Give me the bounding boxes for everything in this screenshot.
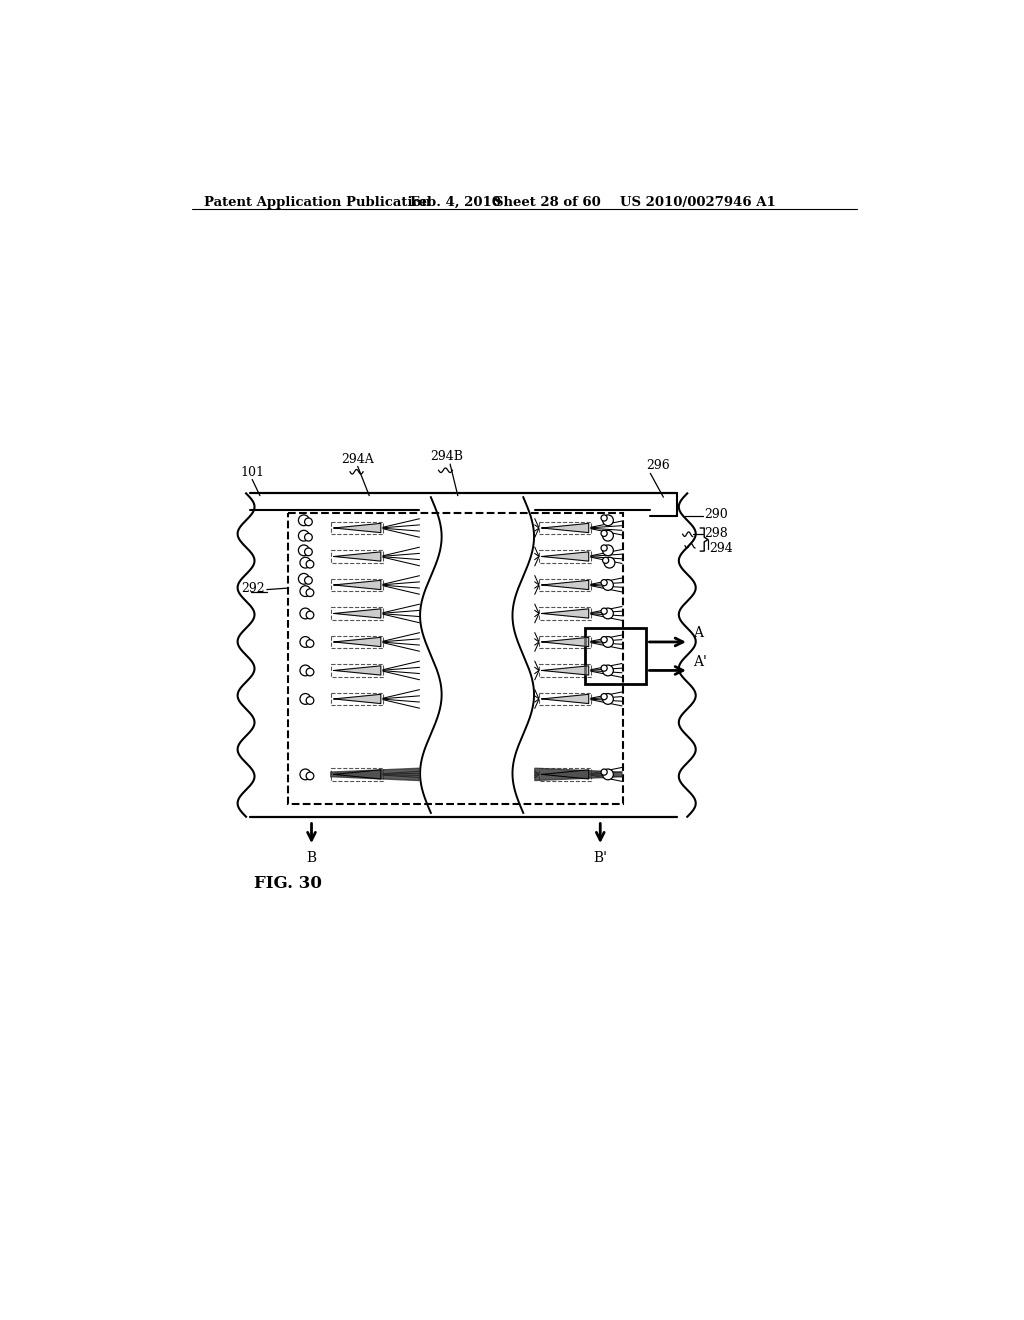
Circle shape bbox=[304, 548, 312, 556]
Circle shape bbox=[602, 665, 613, 676]
Text: 294B: 294B bbox=[430, 450, 463, 462]
Bar bbox=[331, 636, 383, 648]
Polygon shape bbox=[535, 768, 622, 780]
Circle shape bbox=[304, 533, 312, 541]
Text: FIG. 30: FIG. 30 bbox=[254, 874, 322, 891]
Circle shape bbox=[306, 772, 313, 780]
Text: 298: 298 bbox=[705, 527, 728, 540]
Bar bbox=[331, 578, 383, 591]
Polygon shape bbox=[334, 665, 381, 675]
Circle shape bbox=[300, 693, 310, 705]
Circle shape bbox=[602, 609, 613, 619]
Circle shape bbox=[601, 531, 607, 536]
Bar bbox=[539, 550, 591, 562]
Bar bbox=[585, 628, 646, 684]
Circle shape bbox=[602, 579, 613, 590]
Polygon shape bbox=[542, 609, 589, 618]
Circle shape bbox=[602, 531, 613, 541]
Polygon shape bbox=[542, 694, 589, 704]
Circle shape bbox=[601, 693, 607, 700]
Bar bbox=[289, 512, 624, 804]
Bar bbox=[539, 521, 591, 535]
Bar bbox=[331, 550, 383, 562]
Circle shape bbox=[304, 517, 312, 525]
Bar bbox=[331, 521, 383, 535]
Bar bbox=[539, 693, 591, 705]
Text: B: B bbox=[306, 851, 316, 866]
Circle shape bbox=[300, 636, 310, 647]
Circle shape bbox=[601, 609, 607, 614]
Bar bbox=[539, 578, 591, 591]
Text: Feb. 4, 2010: Feb. 4, 2010 bbox=[410, 195, 501, 209]
Text: A': A' bbox=[692, 655, 707, 669]
Text: 101: 101 bbox=[241, 466, 264, 479]
Bar bbox=[331, 664, 383, 677]
Circle shape bbox=[298, 573, 309, 585]
Circle shape bbox=[601, 545, 607, 552]
Circle shape bbox=[298, 515, 309, 525]
Circle shape bbox=[601, 636, 607, 643]
Circle shape bbox=[602, 693, 613, 705]
Polygon shape bbox=[334, 524, 381, 533]
Text: 294: 294 bbox=[710, 543, 733, 556]
Bar bbox=[539, 768, 591, 780]
Bar bbox=[331, 693, 383, 705]
Circle shape bbox=[300, 770, 310, 780]
Bar bbox=[331, 768, 383, 780]
Circle shape bbox=[306, 697, 313, 705]
Text: B': B' bbox=[593, 851, 607, 866]
Polygon shape bbox=[331, 768, 419, 780]
Circle shape bbox=[300, 609, 310, 619]
Polygon shape bbox=[334, 694, 381, 704]
Circle shape bbox=[602, 636, 613, 647]
Circle shape bbox=[304, 577, 312, 585]
Polygon shape bbox=[334, 609, 381, 618]
Circle shape bbox=[604, 557, 614, 568]
Polygon shape bbox=[542, 581, 589, 590]
Circle shape bbox=[306, 668, 313, 676]
Bar bbox=[539, 607, 591, 619]
Text: A: A bbox=[692, 627, 702, 640]
Circle shape bbox=[602, 770, 613, 780]
Circle shape bbox=[601, 579, 607, 586]
Circle shape bbox=[306, 589, 313, 597]
Text: 296: 296 bbox=[646, 459, 671, 471]
Circle shape bbox=[306, 640, 313, 647]
Polygon shape bbox=[334, 770, 381, 779]
Polygon shape bbox=[542, 524, 589, 533]
Circle shape bbox=[602, 557, 608, 564]
Bar bbox=[539, 636, 591, 648]
Polygon shape bbox=[542, 552, 589, 561]
Circle shape bbox=[298, 531, 309, 541]
Circle shape bbox=[306, 560, 313, 568]
Polygon shape bbox=[542, 665, 589, 675]
Circle shape bbox=[300, 665, 310, 676]
Circle shape bbox=[298, 545, 309, 556]
Polygon shape bbox=[334, 581, 381, 590]
Circle shape bbox=[602, 515, 613, 525]
Circle shape bbox=[601, 665, 607, 672]
Circle shape bbox=[300, 557, 310, 568]
Bar bbox=[331, 607, 383, 619]
Text: US 2010/0027946 A1: US 2010/0027946 A1 bbox=[620, 195, 775, 209]
Text: Sheet 28 of 60: Sheet 28 of 60 bbox=[494, 195, 601, 209]
Polygon shape bbox=[334, 638, 381, 647]
Bar bbox=[539, 664, 591, 677]
Polygon shape bbox=[334, 552, 381, 561]
Circle shape bbox=[601, 770, 607, 775]
Polygon shape bbox=[542, 770, 589, 779]
Text: 294A: 294A bbox=[341, 453, 374, 466]
Text: Patent Application Publication: Patent Application Publication bbox=[204, 195, 430, 209]
Text: 290: 290 bbox=[705, 508, 728, 521]
Circle shape bbox=[602, 545, 613, 556]
Polygon shape bbox=[542, 638, 589, 647]
Circle shape bbox=[306, 611, 313, 619]
Circle shape bbox=[300, 586, 310, 597]
Text: 292: 292 bbox=[242, 582, 265, 594]
Circle shape bbox=[601, 515, 607, 521]
